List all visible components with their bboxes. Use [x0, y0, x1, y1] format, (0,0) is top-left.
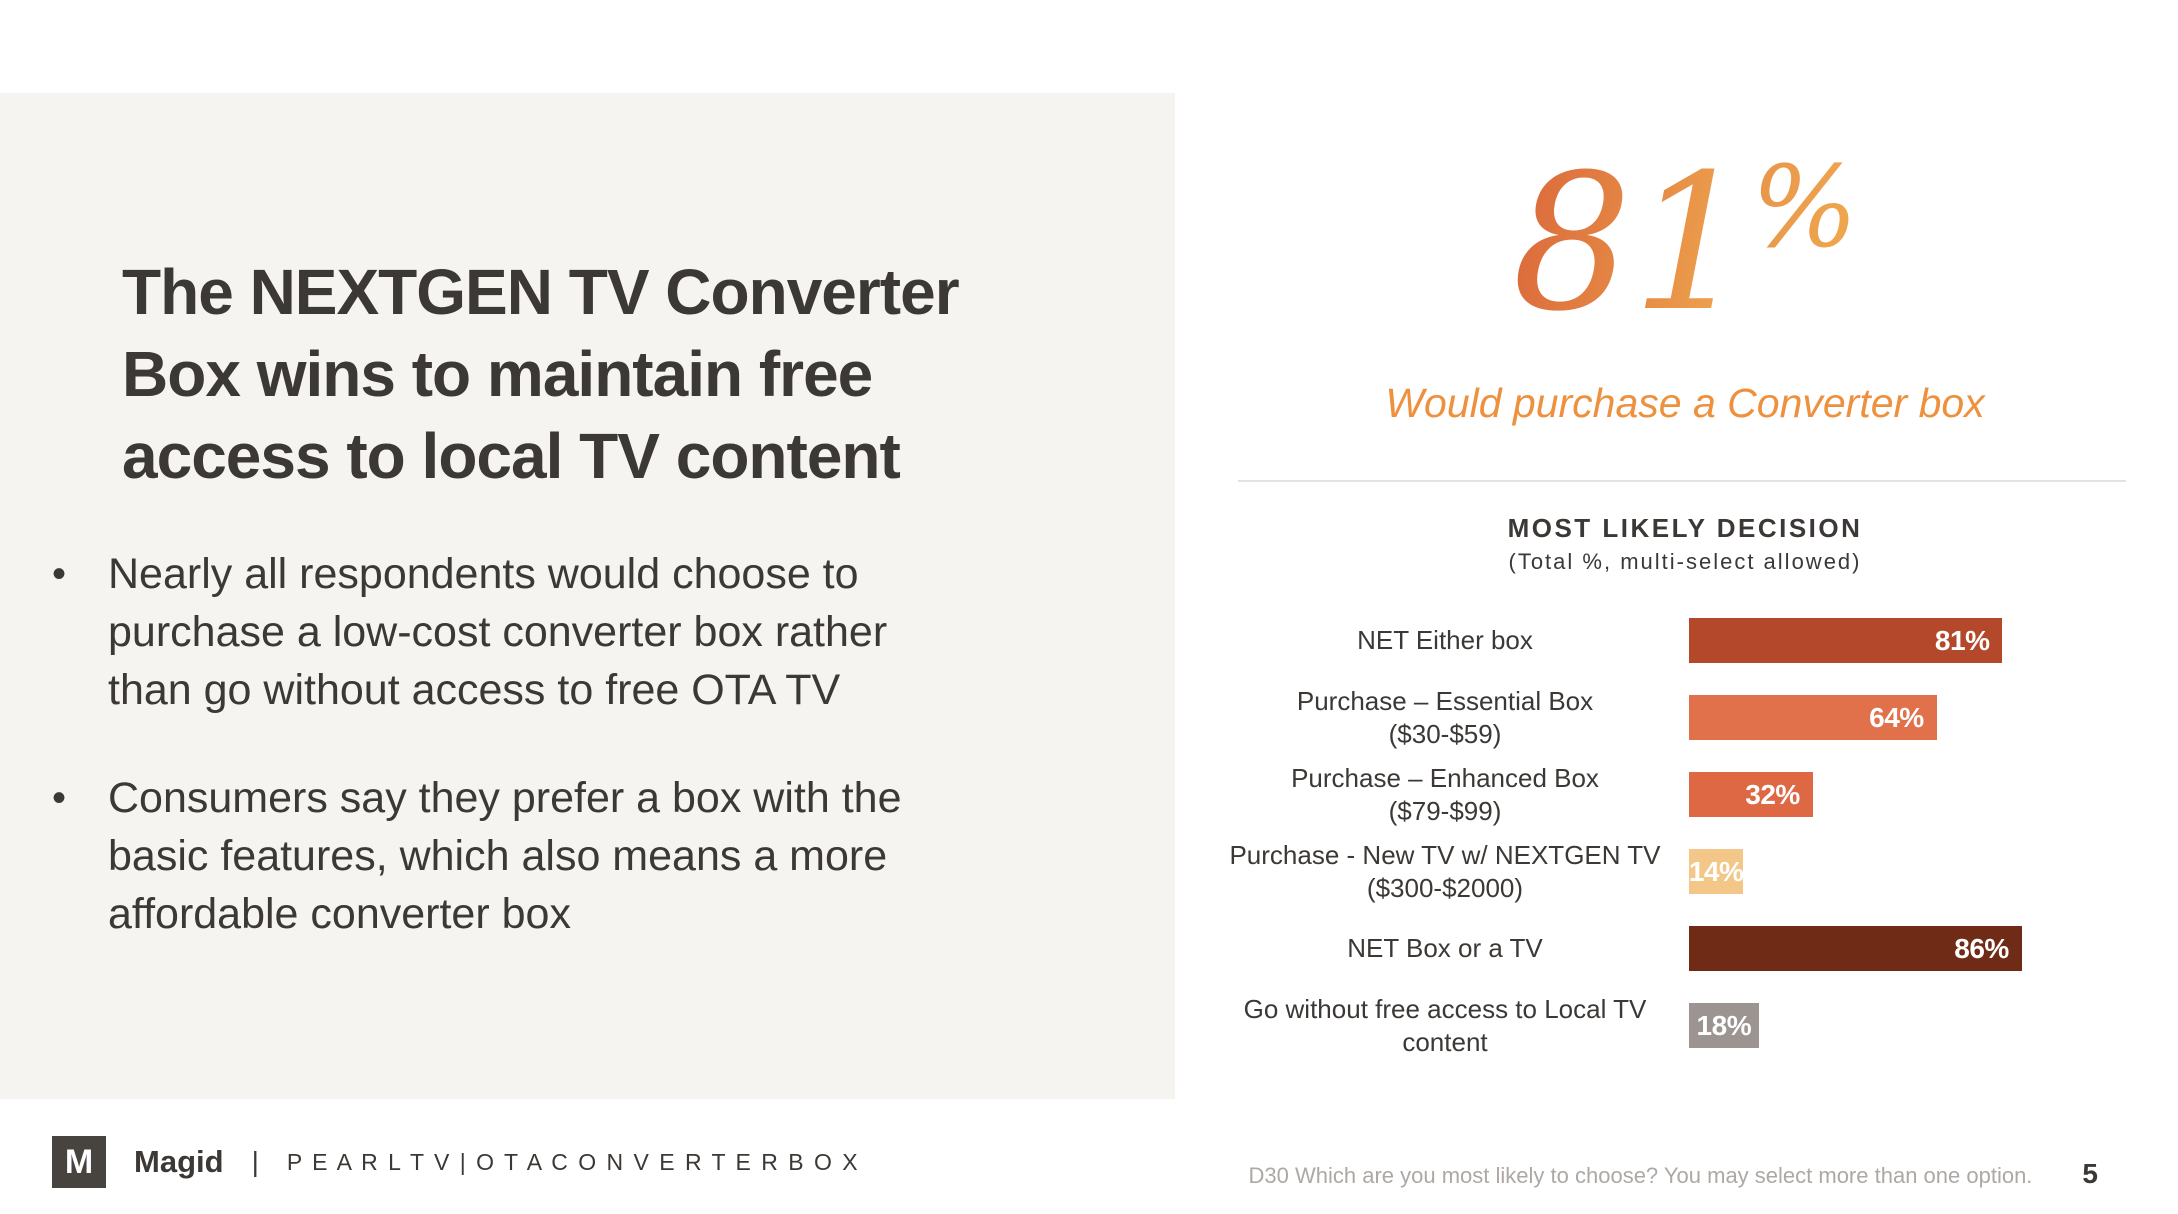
chart-bar: 18% [1689, 1003, 1759, 1048]
chart-row: Purchase - New TV w/ NEXTGEN TV ($300-$2… [1215, 840, 2145, 903]
bullet-marker-icon: • [52, 776, 67, 820]
chart-bar-value-label: 18% [1696, 1009, 1752, 1041]
bullet-item: • Consumers say they prefer a box with t… [52, 769, 1112, 943]
bullet-marker-icon: • [52, 552, 67, 596]
bullet-item: • Nearly all respondents would choose to… [52, 545, 1112, 719]
chart-row: Purchase – Enhanced Box ($79-$99) 32% [1215, 763, 2145, 826]
chart-category-label: Go without free access to Local TV conte… [1243, 993, 1647, 1057]
brand-name: Magid [134, 1144, 224, 1179]
chart-title: MOST LIKELY DECISION [1507, 513, 1863, 543]
chart-row: NET Either box 81% [1215, 618, 2145, 663]
chart-row: Go without free access to Local TV conte… [1215, 994, 2145, 1057]
stat-caption: Would purchase a Converter box [1385, 380, 1985, 426]
chart-category-label: NET Either box [1357, 625, 1533, 655]
section-divider [1238, 480, 2126, 482]
magid-logo-icon: M [52, 1136, 106, 1188]
chart-bar: 86% [1689, 926, 2022, 971]
bullet-text: Consumers say they prefer a box with the… [108, 774, 902, 938]
footer-separator: | [251, 1146, 259, 1177]
slide-title: The NEXTGEN TV Converter Box wins to mai… [122, 256, 960, 492]
chart-bar-value-label: 32% [1745, 778, 1800, 810]
chart-row: Purchase – Essential Box ($30-$59) 64% [1215, 686, 2145, 749]
chart-bar: 14% [1688, 849, 1744, 894]
stat-value: 81 [1512, 134, 1752, 353]
chart-bar: 32% [1689, 772, 1813, 817]
left-content-panel: The NEXTGEN TV Converter Box wins to mai… [0, 93, 1175, 1099]
chart-category-label: Purchase – Essential Box ($30-$59) [1296, 685, 1594, 749]
footer-right: D30 Which are you most likely to choose?… [1249, 1158, 2098, 1190]
magid-logo-letter: M [64, 1142, 94, 1181]
chart-bar: 64% [1689, 695, 1937, 740]
stat-percent-sign: % [1751, 143, 1858, 273]
chart-bar-value-label: 86% [1954, 932, 2009, 964]
source-note: D30 Which are you most likely to choose?… [1248, 1163, 2033, 1188]
bullet-text: Nearly all respondents would choose to p… [108, 550, 888, 714]
chart-rows: NET Either box 81% Purchase – Essential … [1215, 618, 2145, 1080]
chart-bar-value-label: 81% [1934, 624, 1990, 656]
footer-left: M Magid | P E A R L T V | O T A C O N V … [52, 1136, 860, 1188]
chart-category-label: NET Box or a TV [1347, 933, 1543, 963]
chart-category-label: Purchase - New TV w/ NEXTGEN TV ($300-$2… [1229, 839, 1661, 903]
chart-bar-value-label: 14% [1688, 855, 1744, 887]
project-label: P E A R L T V | O T A C O N V E R T E R … [286, 1148, 860, 1175]
page-number: 5 [2082, 1158, 2098, 1189]
bullet-list: • Nearly all respondents would choose to… [52, 545, 1112, 993]
chart-bar-value-label: 64% [1869, 701, 1924, 733]
stat-block: 81% [1245, 150, 2125, 390]
chart-row: NET Box or a TV 86% [1215, 926, 2145, 971]
chart-category-label: Purchase – Enhanced Box ($79-$99) [1291, 762, 1599, 826]
chart-subtitle: (Total %, multi-select allowed) [1508, 549, 1862, 574]
chart-bar: 81% [1689, 618, 2003, 663]
